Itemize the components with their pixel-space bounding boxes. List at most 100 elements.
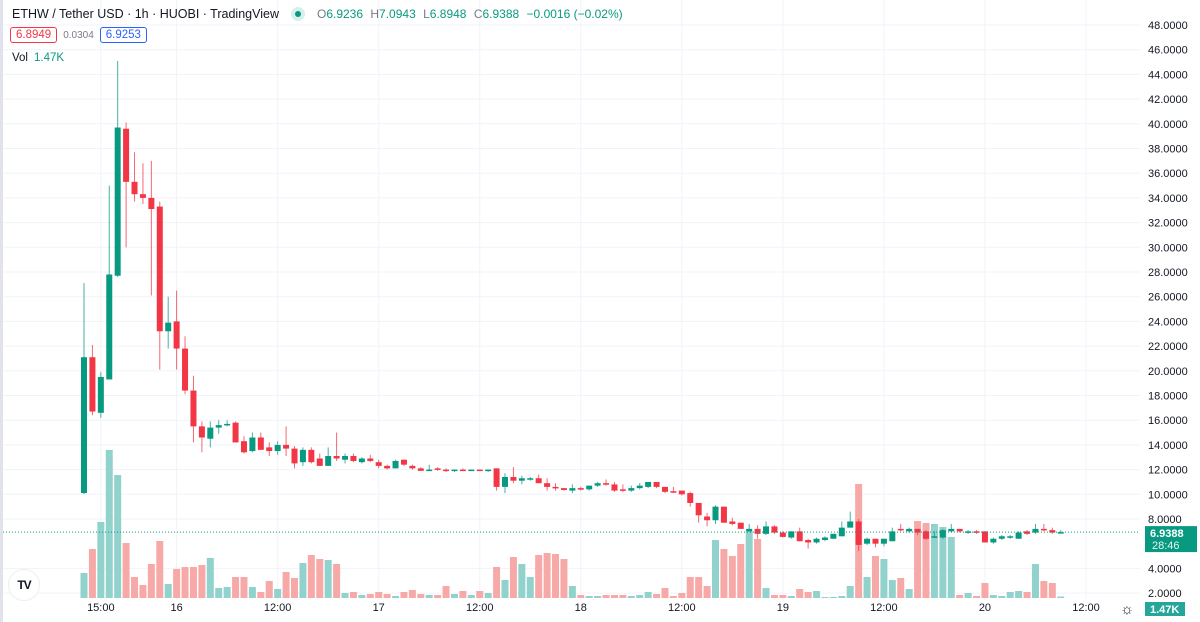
candle — [308, 447, 315, 464]
candle — [224, 420, 231, 427]
candle-body — [257, 437, 264, 450]
candle — [358, 457, 365, 464]
volume-bar — [669, 596, 677, 598]
candle — [923, 530, 929, 540]
candle — [476, 469, 483, 472]
volume-bar — [661, 588, 669, 598]
candle-body — [493, 468, 500, 487]
candle-body — [939, 530, 946, 538]
candle-body — [459, 469, 466, 472]
candle-body — [1049, 530, 1056, 533]
candle-body — [299, 449, 306, 463]
candle-body — [325, 456, 332, 466]
volume-bar — [501, 580, 509, 598]
candle — [636, 483, 643, 490]
time-tick-label: 15:00 — [87, 602, 115, 614]
volume-bar — [552, 554, 560, 598]
candle-body — [1057, 532, 1064, 534]
tradingview-logo[interactable]: TV — [8, 569, 40, 601]
volume-bar — [392, 596, 400, 598]
candle — [670, 486, 677, 494]
candle — [190, 375, 197, 443]
time-tick-label: 12:00 — [668, 602, 696, 614]
candle — [1057, 530, 1064, 534]
candle-body — [981, 531, 988, 543]
symbol-legend: ETHW / Tether USD · 1h · HUOBI · Trading… — [12, 7, 627, 21]
change-value: −0.0016 (−0.02%) — [526, 7, 623, 21]
time-axis[interactable]: 15:00 16 12:00 17 12:00 18 12:00 19 12:00 20 12:00 — [87, 602, 1100, 614]
candle — [131, 152, 138, 202]
candle — [1007, 535, 1014, 539]
volume-bar — [1006, 592, 1014, 598]
candle-body — [451, 469, 458, 472]
volume-bar — [535, 555, 543, 598]
volume-bar — [189, 567, 197, 598]
candle-body — [880, 538, 887, 544]
candle — [417, 467, 424, 471]
volume-bar — [787, 596, 795, 598]
bid-price[interactable]: 6.8949 — [10, 27, 58, 43]
candle — [864, 537, 871, 545]
candle — [611, 481, 618, 492]
volume-bar — [459, 591, 467, 598]
candle — [165, 296, 172, 349]
candle — [291, 446, 298, 469]
gear-icon[interactable]: ☼ — [1120, 601, 1134, 618]
bid-ask-row: 6.8949 0.0304 6.9253 — [10, 27, 147, 43]
candle-body — [165, 322, 172, 332]
candle — [821, 536, 828, 542]
candle-body — [619, 489, 626, 491]
candle-body — [1032, 528, 1039, 533]
volume-bar — [223, 587, 231, 598]
volume-bar — [813, 591, 821, 598]
candle — [384, 464, 391, 470]
volume-bar — [467, 595, 475, 598]
volume-bar — [737, 544, 745, 598]
volume-bar — [147, 564, 155, 598]
candle — [838, 521, 845, 537]
candle — [97, 372, 104, 418]
candle — [712, 505, 719, 524]
candle — [485, 469, 492, 473]
volume-bar — [408, 590, 416, 598]
candle-body — [788, 531, 795, 538]
volume-bar — [526, 577, 534, 598]
ohlc-values: O6.9236 H7.0943 L6.8948 C6.9388 −0.0016 … — [317, 7, 627, 21]
volume-bar — [804, 592, 812, 598]
volume-bar — [484, 593, 492, 598]
symbol-title[interactable]: ETHW / Tether USD · 1h · HUOBI · Trading… — [12, 7, 279, 21]
volume-badge-value: 1.47K — [1150, 604, 1179, 616]
candle-body — [1015, 532, 1022, 539]
last-price-badge: 6.9388 28:46 — [1145, 526, 1197, 553]
candle — [914, 528, 921, 536]
candle — [375, 459, 382, 469]
candle — [628, 485, 635, 492]
volume-bar — [131, 577, 139, 598]
volume-bar — [888, 580, 896, 598]
candle-body — [139, 194, 146, 198]
candle-body — [358, 458, 365, 463]
candle-body — [510, 477, 517, 481]
volume-bar — [434, 595, 442, 598]
volume-bar — [644, 592, 652, 598]
volume-bar — [560, 559, 568, 598]
candle-body — [308, 449, 315, 463]
price-tick-label: 28.0000 — [1148, 267, 1188, 279]
price-axis[interactable]: 48.0000 46.0000 44.0000 42.0000 40.0000 38.00… — [1148, 20, 1188, 600]
candle-body — [560, 488, 567, 490]
candle-body — [283, 444, 290, 449]
volume-bar — [720, 549, 728, 598]
ask-price[interactable]: 6.9253 — [99, 27, 147, 43]
candle-body — [468, 469, 475, 472]
volume-bar — [97, 522, 105, 598]
candlesticks — [81, 60, 1064, 552]
candle-body — [712, 506, 719, 521]
volume-bar — [695, 577, 703, 598]
volume-bar — [627, 596, 635, 598]
volume-bar — [358, 595, 366, 598]
time-tick-label: 16 — [170, 602, 182, 614]
candle-body — [434, 468, 441, 470]
candle — [965, 530, 972, 534]
volume-bar — [198, 565, 206, 598]
